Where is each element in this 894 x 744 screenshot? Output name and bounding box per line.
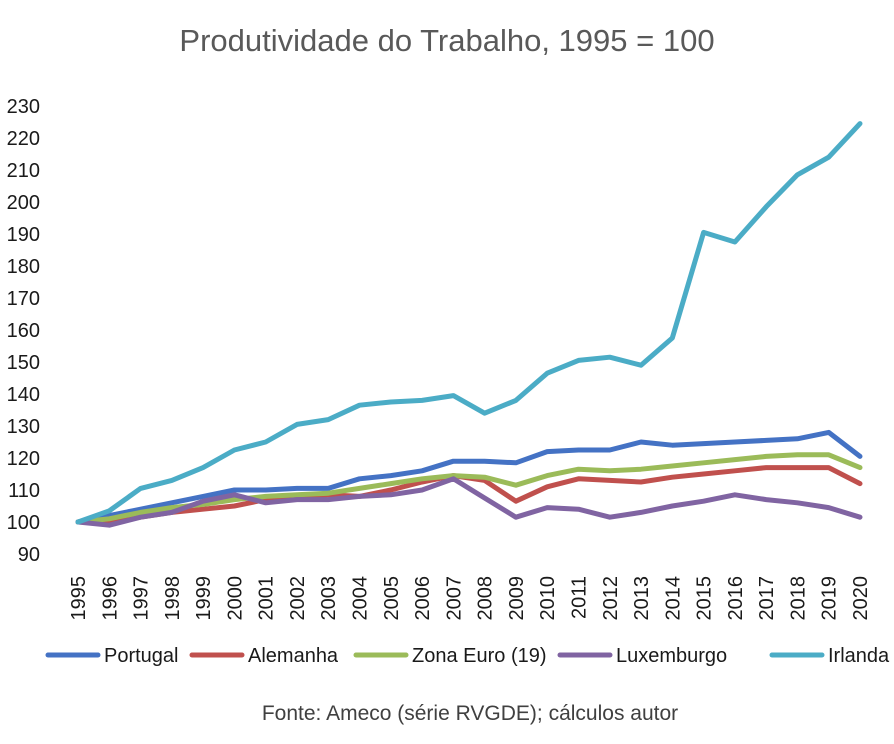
x-tick-label: 2001 — [256, 576, 278, 621]
x-tick-label: 2018 — [787, 576, 809, 621]
y-tick-label: 180 — [7, 256, 40, 278]
x-tick-label: 2000 — [224, 576, 246, 621]
x-tick-label: 2002 — [287, 576, 309, 621]
x-tick-label: 2019 — [819, 576, 841, 621]
legend-label-portugal: Portugal — [104, 645, 179, 667]
series-line-luxemburgo — [75, 476, 863, 528]
y-tick-label: 230 — [7, 96, 40, 118]
x-tick-label: 1999 — [193, 576, 215, 621]
series-lines — [75, 121, 863, 528]
series-line-portugal — [75, 429, 863, 525]
x-axis: 1995 1996 1997 1998 1999 2000 2001 2002 2003 2004… — [68, 576, 872, 621]
legend-label-luxemburgo: Luxemburgo — [616, 645, 727, 667]
x-tick-label: 2020 — [850, 576, 872, 621]
y-tick-label: 120 — [7, 448, 40, 470]
x-tick-label: 2003 — [318, 576, 340, 621]
x-tick-label: 2017 — [756, 576, 778, 621]
x-tick-label: 1997 — [131, 576, 153, 621]
y-tick-label: 210 — [7, 160, 40, 182]
x-tick-label: 1998 — [162, 576, 184, 621]
y-tick-label: 220 — [7, 128, 40, 150]
x-tick-label: 2007 — [443, 576, 465, 621]
x-tick-label: 2012 — [600, 576, 622, 621]
chart-title: Produtividade do Trabalho, 1995 = 100 — [179, 23, 714, 58]
y-tick-label: 130 — [7, 416, 40, 438]
y-tick-label: 90 — [18, 544, 40, 566]
x-tick-label: 2010 — [537, 576, 559, 621]
legend-label-zona-euro-19: Zona Euro (19) — [412, 645, 547, 667]
y-tick-label: 200 — [7, 192, 40, 214]
x-tick-label: 1996 — [99, 576, 121, 621]
y-tick-label: 140 — [7, 384, 40, 406]
y-tick-label: 150 — [7, 352, 40, 374]
x-tick-label: 2009 — [506, 576, 528, 621]
x-tick-label: 2014 — [662, 576, 684, 621]
series-line-irlanda — [75, 121, 863, 525]
y-tick-label: 170 — [7, 288, 40, 310]
source-note: Fonte: Ameco (série RVGDE); cálculos aut… — [262, 702, 678, 725]
x-tick-label: 1995 — [68, 576, 90, 621]
series-line-zona-euro-19 — [75, 452, 863, 525]
y-tick-label: 100 — [7, 512, 40, 534]
x-tick-label: 2013 — [631, 576, 653, 621]
y-axis: 90 100 110 120 130 140 150 160 170 180 190 200 210 22… — [7, 96, 40, 566]
x-tick-label: 2015 — [694, 576, 716, 621]
legend: Portugal Alemanha Zona Euro (19) Luxemburgo… — [45, 645, 890, 667]
y-tick-label: 160 — [7, 320, 40, 342]
x-tick-label: 2008 — [475, 576, 497, 621]
y-tick-label: 190 — [7, 224, 40, 246]
x-tick-label: 2005 — [381, 576, 403, 621]
legend-label-alemanha: Alemanha — [248, 645, 339, 667]
x-tick-label: 2004 — [350, 576, 372, 621]
x-tick-label: 2006 — [412, 576, 434, 621]
x-tick-label: 2016 — [725, 576, 747, 621]
y-tick-label: 110 — [8, 480, 40, 502]
x-tick-label: 2011 — [568, 576, 590, 619]
legend-label-irlanda: Irlanda — [828, 645, 890, 667]
